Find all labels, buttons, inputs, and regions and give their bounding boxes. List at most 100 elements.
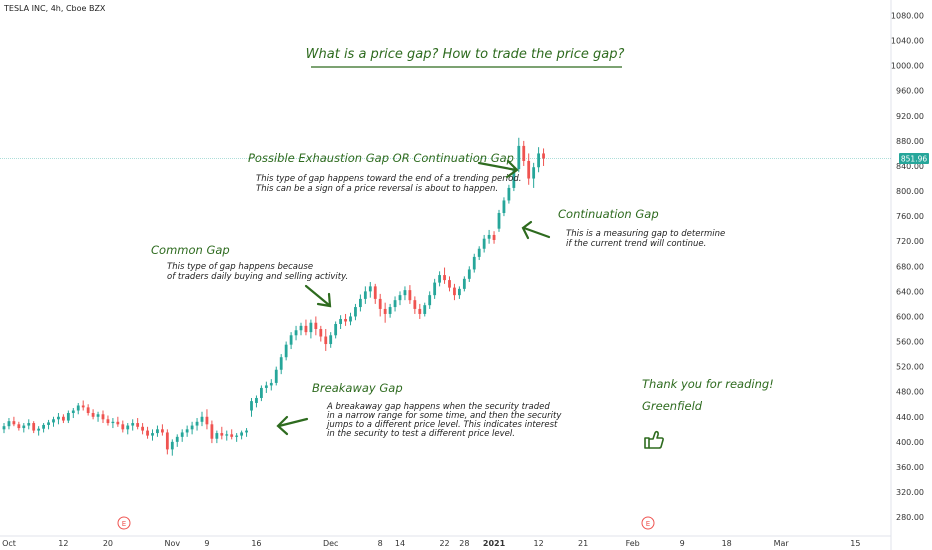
candle-body bbox=[264, 385, 268, 388]
candle bbox=[497, 209, 501, 232]
candle bbox=[522, 140, 526, 166]
breakaway-gap-line-4: in the security to test a different pric… bbox=[327, 429, 515, 439]
candle bbox=[101, 410, 105, 424]
candle bbox=[507, 184, 511, 204]
candle-body bbox=[260, 387, 263, 398]
candle bbox=[433, 278, 437, 299]
exhaustion-gap-line-2: This can be a sign of a price reversal i… bbox=[256, 184, 498, 194]
candle-body bbox=[165, 432, 169, 450]
plot-area[interactable] bbox=[0, 0, 891, 536]
candle-body bbox=[17, 424, 21, 429]
time-tick-label: 8 bbox=[378, 539, 383, 548]
candle-body bbox=[408, 290, 412, 301]
candle bbox=[408, 285, 412, 304]
candle bbox=[284, 341, 288, 361]
candle-body bbox=[126, 425, 130, 430]
candle bbox=[32, 421, 36, 434]
candle-body bbox=[309, 322, 313, 333]
continuation-arrow-icon bbox=[521, 220, 551, 240]
candle-body bbox=[378, 298, 382, 309]
candle-body bbox=[210, 424, 214, 439]
candle bbox=[175, 434, 179, 447]
candle-body bbox=[274, 369, 278, 383]
candle-body bbox=[57, 416, 60, 420]
candle-body bbox=[344, 318, 347, 322]
candle bbox=[165, 429, 169, 455]
candle-body bbox=[42, 424, 45, 429]
candle bbox=[462, 276, 466, 292]
common-arrow-icon bbox=[304, 284, 332, 308]
candle bbox=[453, 283, 456, 301]
candle bbox=[220, 426, 224, 440]
candle bbox=[47, 419, 50, 430]
price-axis[interactable]: 1080.00 1040.00 1000.00 960.00 920.00 880.00 8… bbox=[891, 12, 924, 523]
candle-body bbox=[299, 325, 303, 331]
candle-body bbox=[393, 300, 397, 308]
candle-body bbox=[542, 153, 545, 159]
candle-body bbox=[458, 288, 461, 296]
common-gap-line-1: This type of gap happens because bbox=[167, 262, 313, 272]
candle-body bbox=[22, 425, 26, 429]
candle-body bbox=[52, 419, 55, 423]
candle-body bbox=[230, 434, 234, 437]
candle bbox=[324, 329, 328, 351]
candle bbox=[363, 286, 367, 304]
time-tick-label: 12 bbox=[58, 539, 68, 548]
time-tick-label: 21 bbox=[578, 539, 588, 548]
candle-body bbox=[269, 382, 273, 386]
candle-body bbox=[472, 256, 476, 270]
candle bbox=[279, 354, 283, 375]
candle bbox=[354, 303, 357, 321]
candle bbox=[151, 429, 154, 441]
candle bbox=[309, 319, 313, 339]
candle-body bbox=[462, 278, 466, 289]
time-tick-label: 15 bbox=[850, 539, 860, 548]
candle bbox=[235, 433, 239, 442]
candle bbox=[448, 276, 451, 292]
breakaway-gap-line-1: A breakaway gap happens when the securit… bbox=[326, 402, 550, 412]
candle-body bbox=[388, 307, 392, 314]
earnings-marker[interactable]: E bbox=[641, 516, 655, 530]
candle bbox=[7, 418, 11, 430]
candle-body bbox=[7, 421, 11, 427]
candle bbox=[388, 303, 392, 318]
price-tick-label: 480.00 bbox=[896, 388, 924, 397]
candle-body bbox=[156, 429, 159, 434]
continuation-gap-line-2: if the current trend will continue. bbox=[566, 239, 706, 249]
candle bbox=[274, 366, 278, 386]
candle bbox=[86, 404, 90, 416]
continuation-gap-title: Continuation Gap bbox=[558, 207, 659, 221]
thanks-text: Thank you for reading! bbox=[642, 377, 774, 391]
candle-body bbox=[170, 441, 174, 450]
candle-body bbox=[438, 275, 441, 283]
candle bbox=[161, 424, 164, 436]
candle bbox=[472, 253, 476, 273]
candle-body bbox=[354, 307, 357, 317]
candle bbox=[428, 291, 432, 309]
candle bbox=[294, 325, 298, 341]
time-tick-label: 18 bbox=[722, 539, 732, 548]
time-axis[interactable]: Oct 12 20 Nov 9 16 Dec 8 14 22 28 2021 12 21 Feb 9 18 Mar… bbox=[2, 539, 860, 548]
time-tick-label: Oct bbox=[2, 539, 16, 548]
exhaustion-gap-title: Possible Exhaustion Gap OR Continuation … bbox=[248, 151, 514, 165]
candle-body bbox=[319, 329, 323, 337]
candle-body bbox=[161, 429, 164, 433]
candle-body bbox=[215, 433, 219, 439]
candle-body bbox=[200, 416, 204, 422]
time-tick-label: 9 bbox=[680, 539, 685, 548]
candle bbox=[383, 302, 387, 323]
candle-body bbox=[240, 432, 243, 436]
candle bbox=[57, 413, 60, 425]
candle bbox=[334, 321, 338, 339]
candle-body bbox=[537, 153, 540, 168]
candle bbox=[299, 322, 303, 336]
earnings-marker[interactable]: E bbox=[117, 516, 131, 530]
candle bbox=[230, 429, 234, 440]
price-tick-label: 960.00 bbox=[896, 87, 924, 96]
candle-body bbox=[383, 308, 387, 314]
candle-body bbox=[532, 167, 536, 179]
candle-body bbox=[294, 330, 298, 336]
candle bbox=[467, 266, 471, 282]
candle-body bbox=[448, 280, 451, 288]
